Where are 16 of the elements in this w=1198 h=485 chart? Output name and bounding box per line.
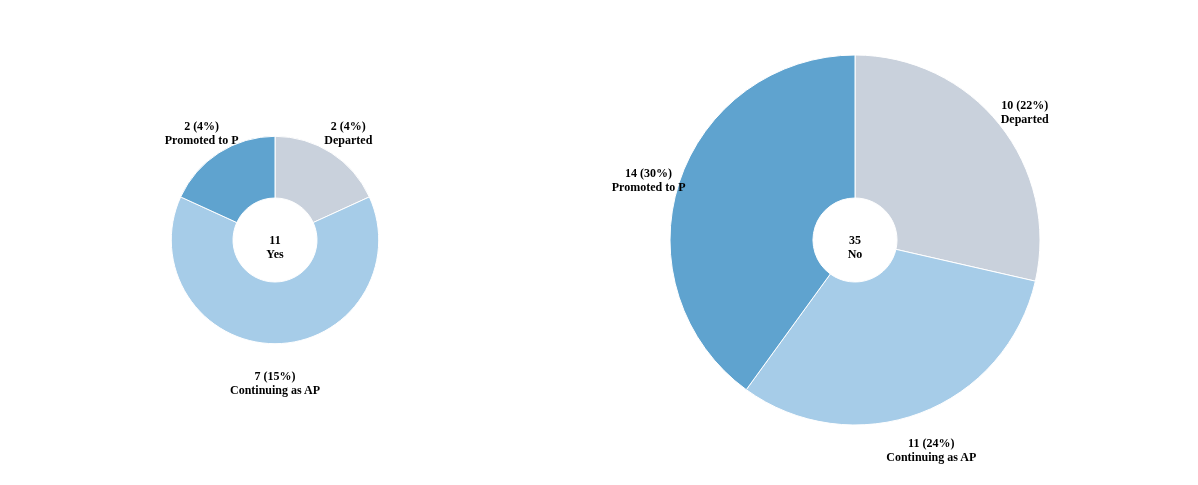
data-label: 2 (4%) bbox=[330, 118, 366, 133]
text: No bbox=[847, 247, 863, 261]
slice-label: Departed bbox=[1000, 111, 1049, 126]
data-label: 11 (24%) bbox=[908, 436, 955, 451]
text: 35 bbox=[849, 233, 861, 247]
data-label: 7 (15%) bbox=[254, 368, 296, 383]
text: Yes bbox=[266, 247, 284, 261]
slice-label: Continuing as AP bbox=[229, 382, 321, 397]
data-label: 2 (4%) bbox=[184, 118, 220, 133]
slice-label: Promoted to P bbox=[611, 179, 686, 194]
slice-label: Departed bbox=[324, 132, 373, 147]
slice-label: Continuing as AP bbox=[886, 450, 977, 465]
slice-label: Promoted to P bbox=[164, 132, 239, 147]
text: 11 bbox=[269, 233, 281, 247]
data-label: 10 (22%) bbox=[1001, 97, 1049, 112]
data-label: 14 (30%) bbox=[625, 165, 673, 180]
